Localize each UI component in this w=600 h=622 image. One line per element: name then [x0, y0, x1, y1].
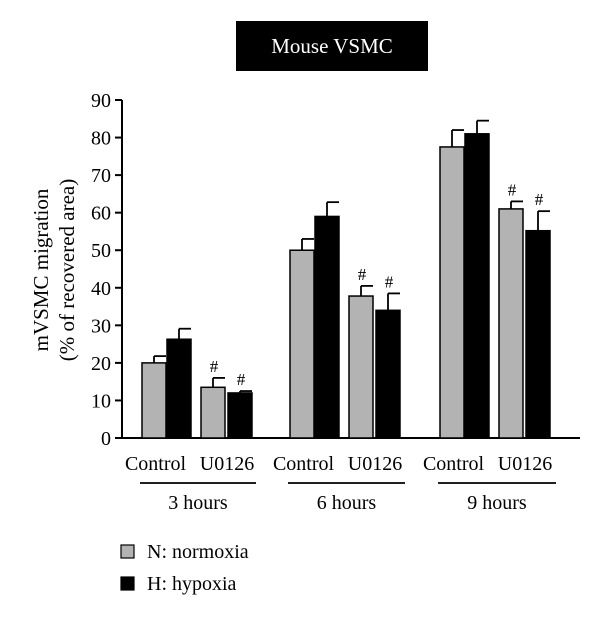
y-tick-label: 70 — [91, 165, 111, 187]
x-tick-label: Control — [273, 453, 335, 475]
chart-title: Mouse VSMC — [271, 34, 393, 58]
y-tick-label: 20 — [91, 353, 111, 375]
y-tick-label: 50 — [91, 240, 111, 262]
title-box — [236, 21, 428, 71]
y-tick-label: 30 — [91, 315, 111, 337]
bar — [375, 309, 401, 439]
significance-mark: # — [358, 265, 367, 284]
bar — [200, 386, 226, 439]
legend: N: normoxia H: hypoxia — [120, 541, 249, 595]
legend-label: H: hypoxia — [147, 573, 237, 595]
y-tick-label: 0 — [101, 428, 111, 450]
group-label: 3 hours — [168, 492, 228, 514]
x-tick-label: Control — [125, 453, 187, 475]
plot-area: 0 10 20 30 40 50 60 70 80 90 # # Control U0126 3 hours… — [91, 90, 580, 514]
group-label: 9 hours — [467, 492, 527, 514]
bar — [525, 229, 551, 439]
y-tick-label: 80 — [91, 128, 111, 150]
y-tick-label: 40 — [91, 278, 111, 300]
bar — [227, 392, 253, 439]
bar — [314, 215, 340, 439]
y-tick-label: 10 — [91, 390, 111, 412]
significance-mark: # — [210, 357, 219, 376]
bar — [289, 249, 315, 439]
significance-mark: # — [535, 190, 544, 209]
y-axis-label: mVSMC migration (% of recovered area) — [29, 179, 79, 361]
x-tick-label: Control — [423, 453, 485, 475]
legend-swatch-n — [120, 544, 135, 559]
bar — [166, 338, 192, 439]
significance-mark: # — [385, 272, 394, 291]
bar — [464, 133, 490, 439]
legend-label: N: normoxia — [147, 541, 249, 563]
y-axis-label-line1: mVSMC migration — [29, 188, 53, 351]
y-tick-label: 60 — [91, 203, 111, 225]
y-axis-label-line2: (% of recovered area) — [55, 179, 79, 361]
bar — [348, 295, 374, 439]
group-label: 6 hours — [317, 492, 377, 514]
x-tick-label: U0126 — [348, 453, 402, 475]
x-tick-label: U0126 — [498, 453, 552, 475]
bar — [141, 362, 167, 439]
bar — [498, 208, 524, 439]
significance-mark: # — [508, 180, 517, 199]
x-tick-label: U0126 — [200, 453, 254, 475]
legend-swatch-h — [120, 576, 135, 591]
bar — [439, 146, 465, 439]
significance-mark: # — [237, 370, 246, 389]
y-tick-label: 90 — [91, 90, 111, 112]
